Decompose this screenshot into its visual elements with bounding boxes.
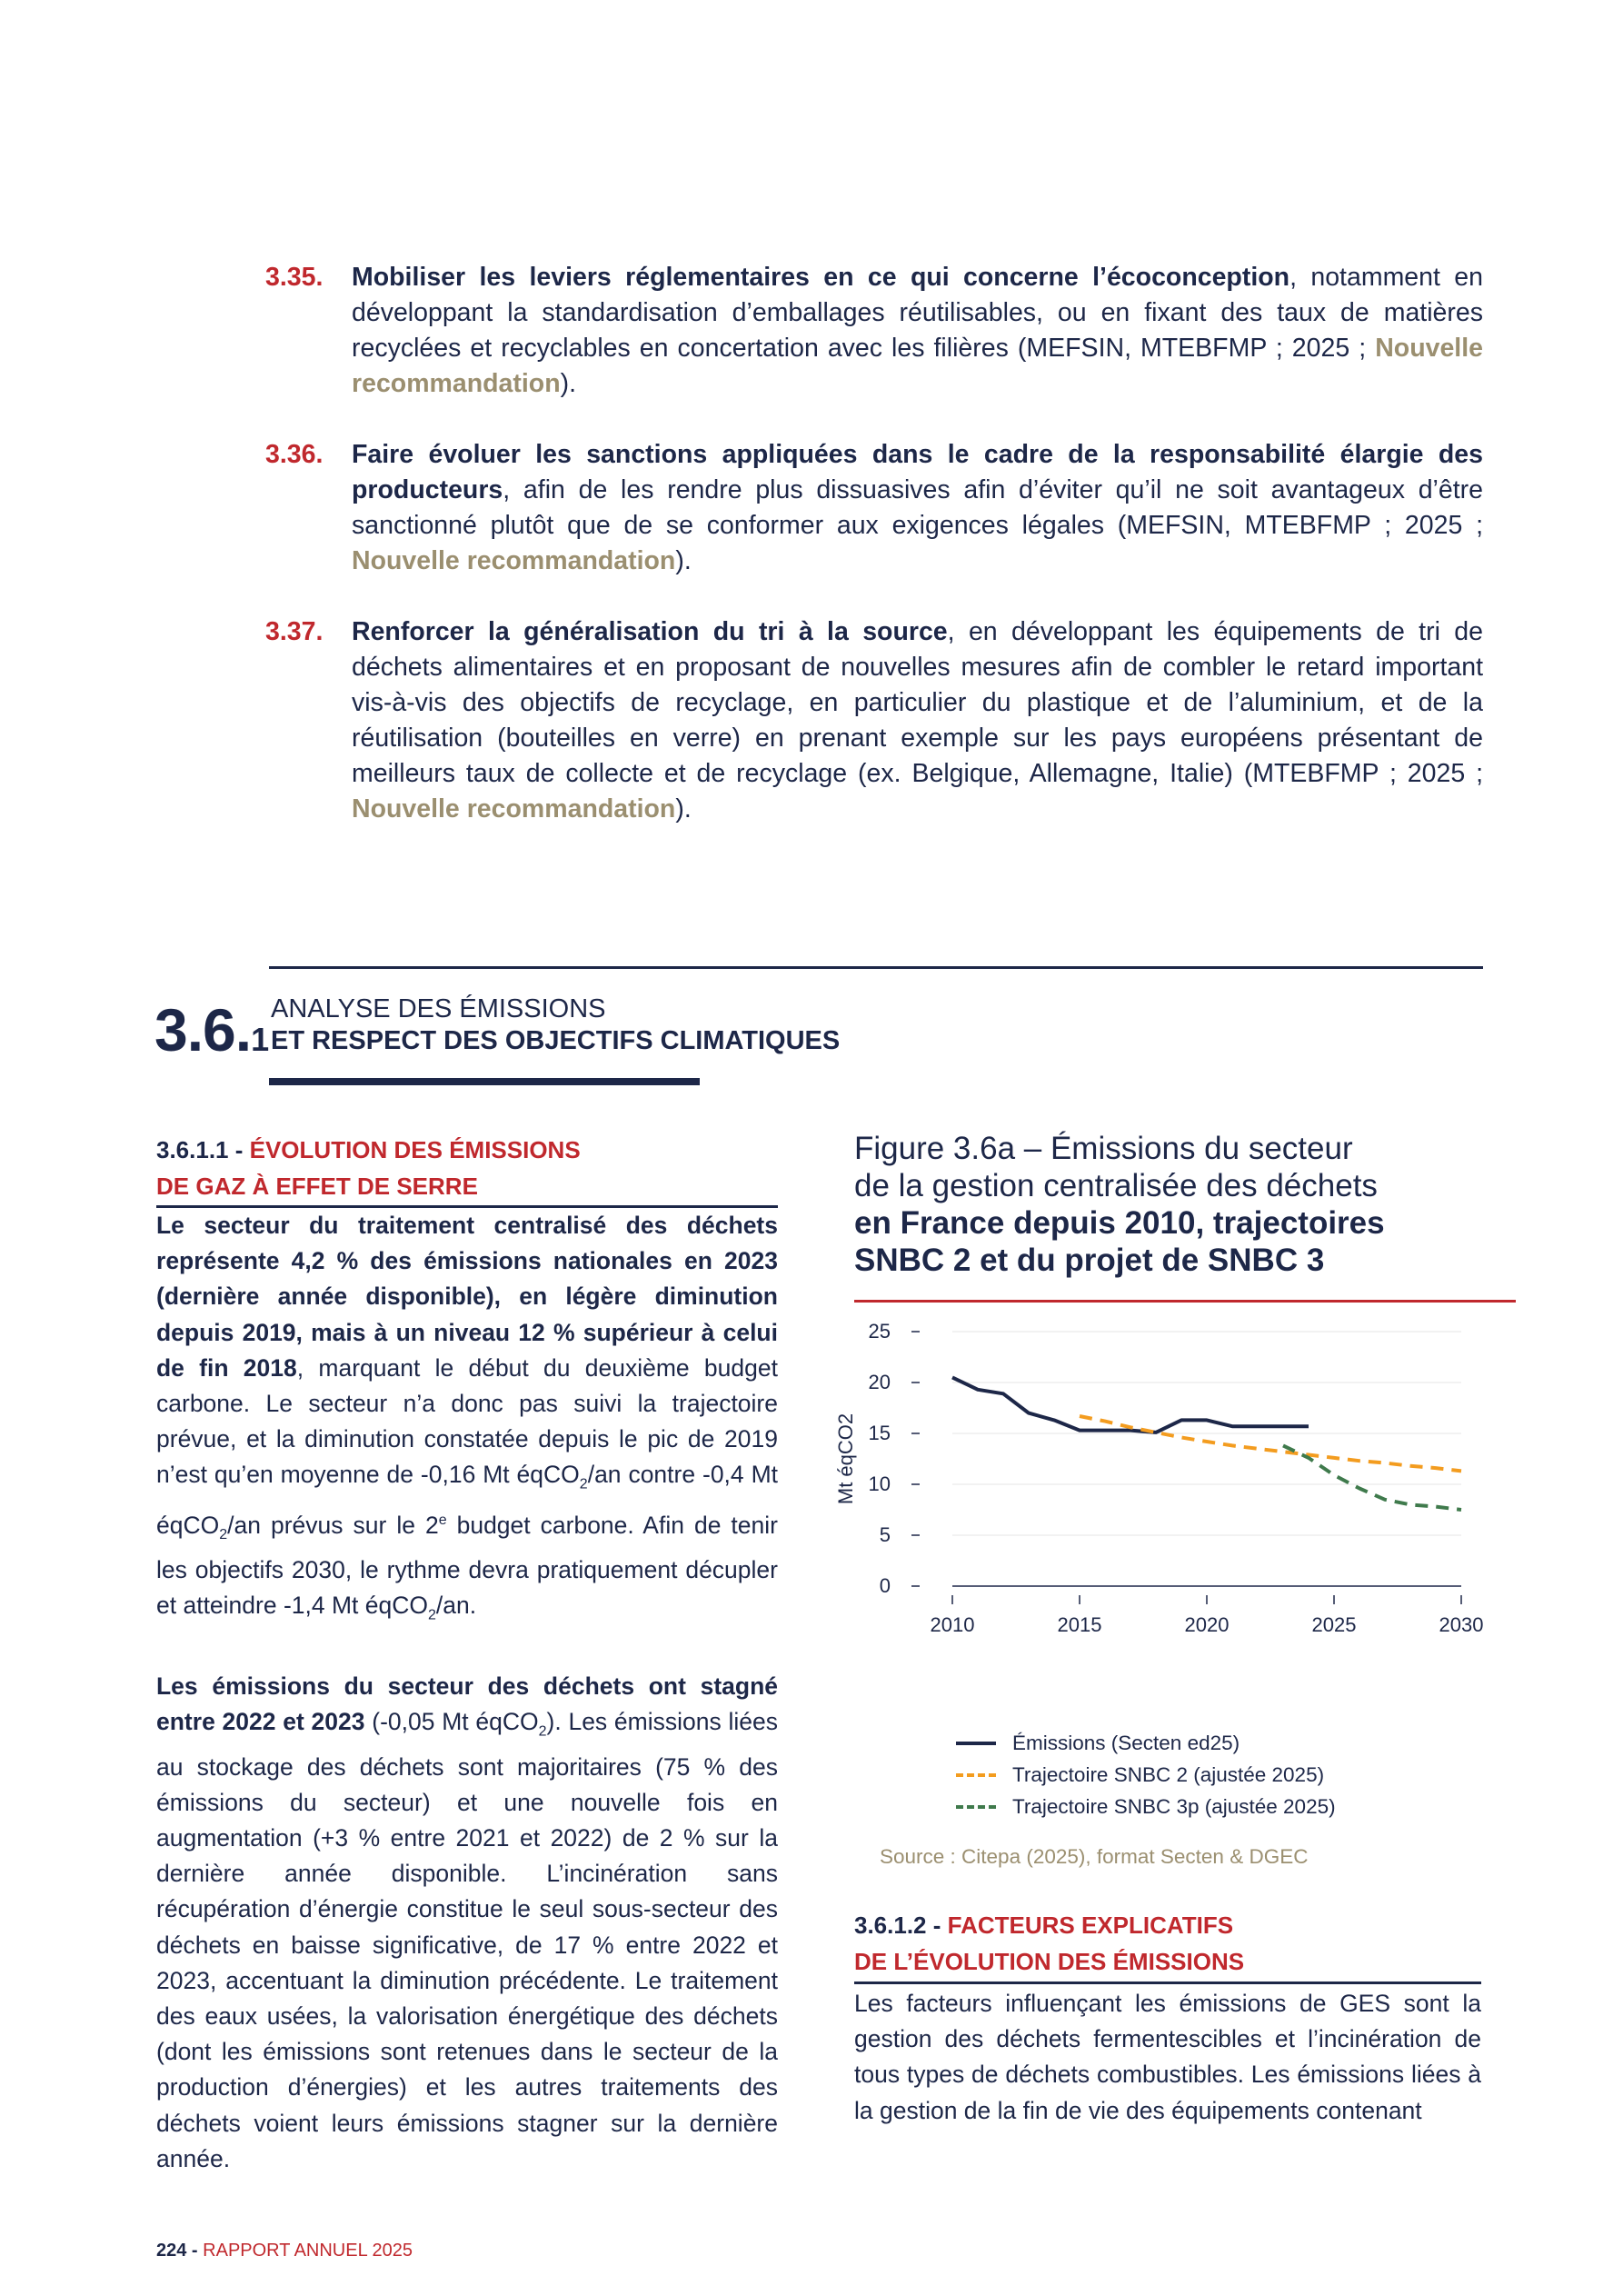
section-number: 3.6.1 (154, 996, 269, 1063)
legend-swatch (956, 1742, 996, 1745)
y-tick-label: 20 (869, 1371, 891, 1393)
series-line-1 (951, 1375, 1309, 1434)
section-top-rule (269, 966, 1483, 969)
left-column-text: Le secteur du traitement centralisé des … (156, 1208, 778, 2177)
recommendation-number: 3.36. (265, 440, 324, 469)
x-tick-label: 2030 (1439, 1613, 1484, 1636)
y-tick-label: 25 (869, 1320, 891, 1343)
recommendation-number: 3.35. (265, 263, 324, 292)
series-line-2 (1079, 1414, 1462, 1473)
recommendation-3-37: 3.37. Renforcer la généralisation du tri… (265, 614, 1483, 827)
legend-swatch (956, 1773, 996, 1777)
subsection-rule (854, 1982, 1481, 1984)
recommendation-text: Renforcer la généralisation du tri à la … (352, 617, 1483, 824)
page-footer: 224 - RAPPORT ANNUEL 2025 (156, 2241, 413, 2261)
paragraph: Le secteur du traitement centralisé des … (156, 1212, 779, 1623)
new-recommendation-tag: Nouvelle recommandation (352, 794, 676, 824)
recommendation-text: Faire évoluer les sanctions appliquées d… (352, 440, 1483, 575)
subsection-heading-3-6-1-2: 3.6.1.2 - FACTEURS EXPLICATIFS DE L’ÉVOL… (854, 1912, 1245, 1975)
x-tick-label: 2010 (931, 1613, 975, 1636)
x-tick-label: 2025 (1312, 1613, 1357, 1636)
y-tick-label: 10 (869, 1472, 891, 1495)
figure-title: Figure 3.6a – Émissions du secteur de la… (854, 1131, 1385, 1278)
recommendation-number: 3.37. (265, 617, 324, 646)
paragraph: Les émissions du secteur des déchets ont… (156, 1672, 778, 2172)
figure-title-rule (854, 1300, 1516, 1303)
chart-legend: Émissions (Secten ed25) Trajectoire SNBC… (956, 1727, 1336, 1822)
subsection-rule (156, 1205, 778, 1208)
recommendation-3-35: 3.35. Mobiliser les leviers réglementair… (265, 260, 1483, 402)
legend-item-snbc3p: Trajectoire SNBC 3p (ajustée 2025) (956, 1791, 1336, 1822)
section-title-line1: ANALYSE DES ÉMISSIONS (271, 994, 606, 1023)
x-tick-label: 2015 (1058, 1613, 1102, 1636)
y-axis-label: Mt éqCO2 (836, 1413, 857, 1504)
section-title-rule (269, 1078, 700, 1085)
figure-source: Source : Citepa (2025), format Secten & … (880, 1845, 1309, 1868)
subsection-heading-3-6-1-1: 3.6.1.1 - ÉVOLUTION DES ÉMISSIONS DE GAZ… (156, 1136, 581, 1200)
legend-item-emissions: Émissions (Secten ed25) (956, 1727, 1336, 1759)
y-tick-label: 15 (869, 1422, 891, 1444)
new-recommendation-tag: Nouvelle recommandation (352, 546, 676, 575)
section-title-line2: ET RESPECT DES OBJECTIFS CLIMATIQUES (271, 1026, 841, 1055)
x-tick-label: 2020 (1185, 1613, 1230, 1636)
recommendation-3-36: 3.36. Faire évoluer les sanctions appliq… (265, 437, 1483, 579)
recommendation-text: Mobiliser les leviers réglementaires en … (352, 263, 1483, 398)
y-tick-label: 5 (880, 1523, 891, 1546)
legend-swatch (956, 1805, 996, 1809)
series-line-3 (1282, 1443, 1462, 1512)
new-recommendation-tag: Nouvelle recommandation (352, 334, 1483, 398)
legend-item-snbc2: Trajectoire SNBC 2 (ajustée 2025) (956, 1759, 1336, 1791)
right-column-text: Les facteurs influençant les émissions d… (854, 1990, 1481, 2124)
y-tick-label: 0 (880, 1574, 891, 1597)
